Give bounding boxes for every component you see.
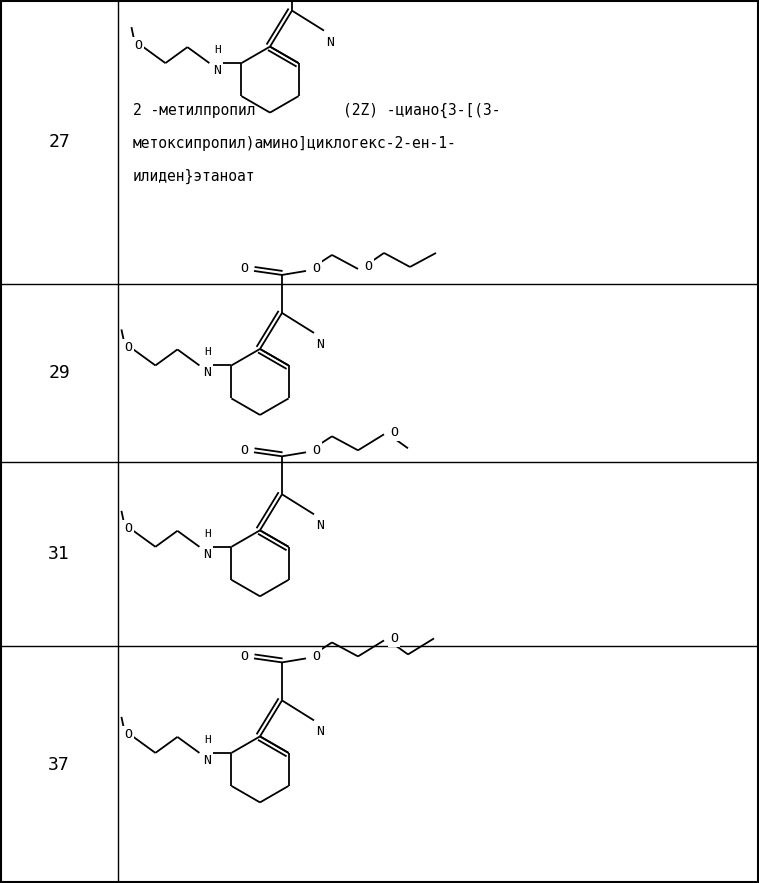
Text: O: O xyxy=(312,444,320,457)
Text: O: O xyxy=(390,632,398,645)
Text: O: O xyxy=(364,260,372,274)
Text: N: N xyxy=(316,338,324,351)
Text: N: N xyxy=(213,64,222,77)
Text: илиден}этаноат: илиден}этаноат xyxy=(133,169,256,184)
Text: O: O xyxy=(240,262,248,275)
Text: N: N xyxy=(203,547,212,561)
Text: O: O xyxy=(124,728,132,742)
Text: O: O xyxy=(312,262,320,275)
Text: H: H xyxy=(214,45,221,55)
Text: O: O xyxy=(134,39,143,51)
Text: 31: 31 xyxy=(48,545,70,563)
Text: O: O xyxy=(390,426,398,439)
Text: 2 -метилпропил          (2Z) -циано{3-[(3-: 2 -метилпропил (2Z) -циано{3-[(3- xyxy=(133,103,500,118)
Text: O: O xyxy=(240,650,248,663)
Text: H: H xyxy=(204,735,211,745)
Text: N: N xyxy=(316,519,324,532)
Text: O: O xyxy=(124,341,132,354)
Text: 37: 37 xyxy=(48,756,70,774)
Text: метоксипропил)амино]циклогекс-2-ен-1-: метоксипропил)амино]циклогекс-2-ен-1- xyxy=(133,136,457,151)
Text: O: O xyxy=(312,650,320,663)
Text: O: O xyxy=(240,444,248,457)
Text: H: H xyxy=(204,529,211,539)
Text: H: H xyxy=(204,347,211,358)
Text: 29: 29 xyxy=(48,364,70,382)
Text: N: N xyxy=(326,35,334,49)
Text: N: N xyxy=(203,754,212,767)
Text: N: N xyxy=(316,726,324,738)
Text: 27: 27 xyxy=(48,133,70,151)
Text: N: N xyxy=(203,366,212,380)
Text: O: O xyxy=(124,523,132,535)
